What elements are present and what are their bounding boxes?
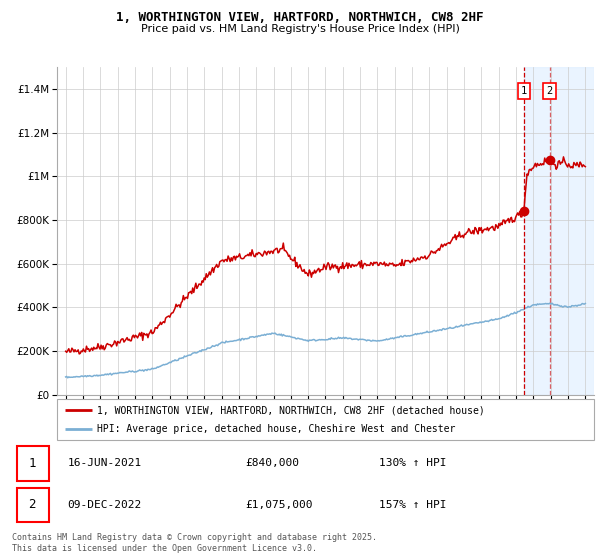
FancyBboxPatch shape xyxy=(17,446,49,480)
Text: £840,000: £840,000 xyxy=(245,458,299,468)
FancyBboxPatch shape xyxy=(17,488,49,522)
Text: HPI: Average price, detached house, Cheshire West and Chester: HPI: Average price, detached house, Ches… xyxy=(97,424,455,433)
Text: 1, WORTHINGTON VIEW, HARTFORD, NORTHWICH, CW8 2HF: 1, WORTHINGTON VIEW, HARTFORD, NORTHWICH… xyxy=(116,11,484,24)
Text: 1, WORTHINGTON VIEW, HARTFORD, NORTHWICH, CW8 2HF (detached house): 1, WORTHINGTON VIEW, HARTFORD, NORTHWICH… xyxy=(97,405,485,415)
Text: 2: 2 xyxy=(29,498,36,511)
Text: Contains HM Land Registry data © Crown copyright and database right 2025.
This d: Contains HM Land Registry data © Crown c… xyxy=(12,533,377,553)
Text: 1: 1 xyxy=(521,86,527,96)
Text: 1: 1 xyxy=(29,457,36,470)
Bar xyxy=(524,67,594,395)
Text: 09-DEC-2022: 09-DEC-2022 xyxy=(67,500,142,510)
Text: £1,075,000: £1,075,000 xyxy=(245,500,313,510)
Text: Price paid vs. HM Land Registry's House Price Index (HPI): Price paid vs. HM Land Registry's House … xyxy=(140,24,460,34)
Text: 2: 2 xyxy=(547,86,553,96)
Text: 157% ↑ HPI: 157% ↑ HPI xyxy=(379,500,446,510)
Text: 130% ↑ HPI: 130% ↑ HPI xyxy=(379,458,446,468)
FancyBboxPatch shape xyxy=(57,399,594,440)
Text: 16-JUN-2021: 16-JUN-2021 xyxy=(67,458,142,468)
